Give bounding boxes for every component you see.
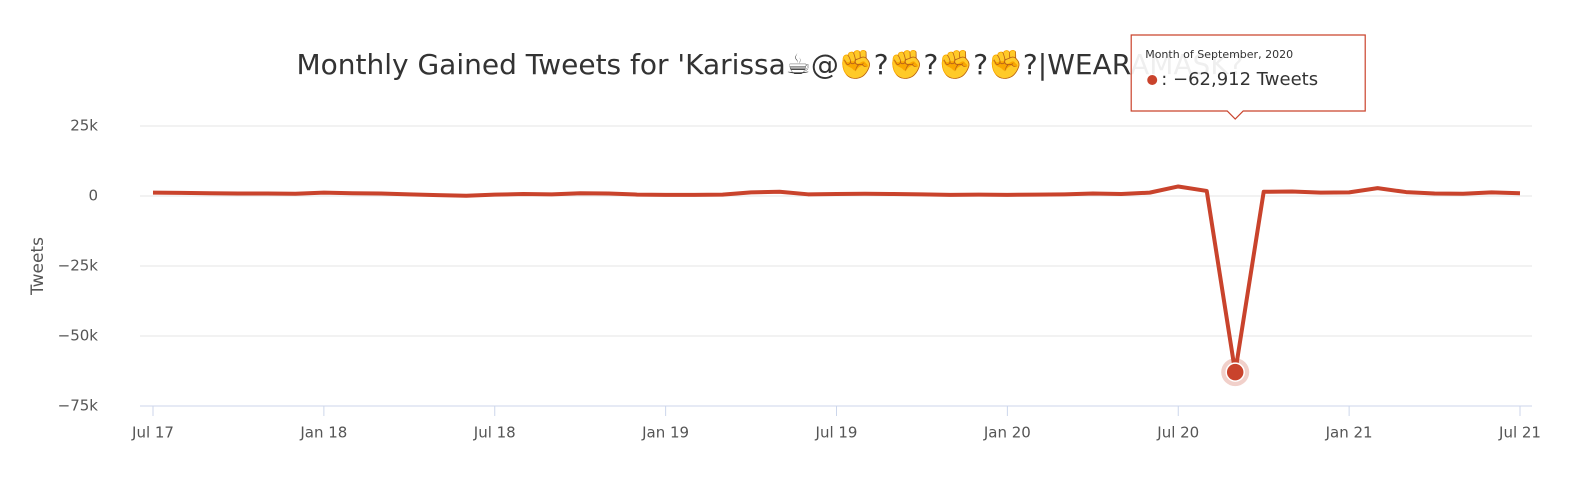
hover-point bbox=[1225, 362, 1245, 382]
chart-title: Monthly Gained Tweets for 'Karissa☕@✊?✊?… bbox=[296, 48, 1243, 81]
tooltip-box bbox=[1130, 34, 1366, 120]
x-tick-label: Jul 17 bbox=[131, 424, 174, 442]
x-tick-label: Jul 18 bbox=[473, 424, 516, 442]
x-tick-label: Jul 19 bbox=[815, 424, 858, 442]
y-tick-label: −50k bbox=[58, 327, 99, 345]
x-tick-label: Jan 18 bbox=[299, 424, 347, 442]
tooltip-title: Month of September, 2020 bbox=[1145, 48, 1293, 61]
y-tick-label: 25k bbox=[70, 117, 98, 135]
x-tick-label: Jul 20 bbox=[1156, 424, 1199, 442]
x-tick-label: Jan 20 bbox=[983, 424, 1031, 442]
y-tick-label: −75k bbox=[58, 397, 99, 415]
x-tick-label: Jul 21 bbox=[1498, 424, 1541, 442]
line bbox=[152, 184, 1521, 375]
y-axis-label: Tweets bbox=[28, 237, 48, 296]
x-tick-label: Jan 19 bbox=[641, 424, 689, 442]
y-tick-label: 0 bbox=[88, 187, 98, 205]
y-tick-label: −25k bbox=[58, 257, 99, 275]
tooltip-dot bbox=[1147, 75, 1158, 85]
x-tick-label: Jan 21 bbox=[1325, 424, 1373, 442]
tooltip-label: : −62,912 Tweets bbox=[1161, 69, 1318, 90]
